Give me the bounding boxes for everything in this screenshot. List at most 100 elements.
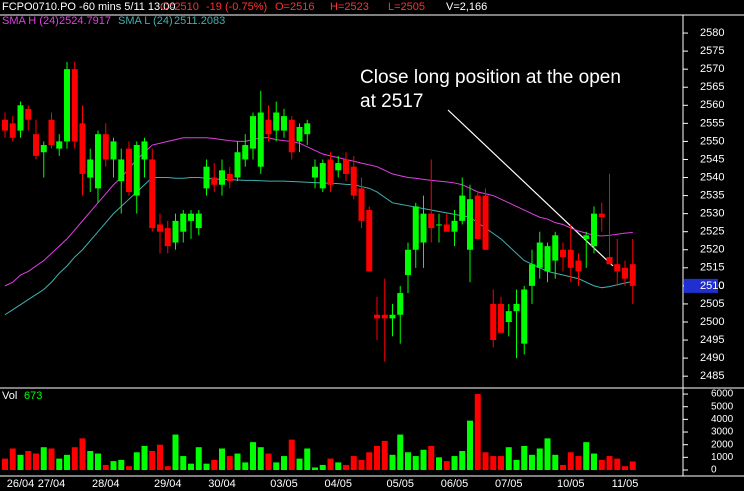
volume-bar xyxy=(544,438,551,470)
x-tick-label: 28/04 xyxy=(92,478,120,490)
volume-bar xyxy=(552,454,559,470)
x-tick-label: 27/04 xyxy=(38,478,66,490)
volume-bar xyxy=(451,456,458,470)
candle-body xyxy=(467,199,473,250)
candle-body xyxy=(521,289,528,344)
candle-body xyxy=(622,267,628,279)
volume-bar xyxy=(188,463,194,470)
y-tick-label: 2560 xyxy=(700,99,724,111)
volume-bar xyxy=(79,438,86,470)
x-tick-label: 10/05 xyxy=(557,478,585,490)
volume-bar xyxy=(2,458,8,470)
candle-body xyxy=(25,108,32,120)
volume-bar xyxy=(110,461,117,470)
candle-body xyxy=(459,195,466,221)
volume-bar xyxy=(467,420,473,470)
volume-bar xyxy=(149,451,156,470)
volume-bar xyxy=(513,459,520,470)
candle-body xyxy=(381,314,388,319)
candle-body xyxy=(56,141,63,149)
volume-bar xyxy=(490,456,497,470)
volume-bar xyxy=(195,447,202,470)
volume-bar xyxy=(482,452,489,470)
y-tick-label: 2520 xyxy=(700,244,724,256)
candle-body xyxy=(79,123,86,174)
y-tick-label: 2495 xyxy=(700,334,724,346)
volume-bar xyxy=(288,439,295,470)
volume-bar xyxy=(412,456,419,470)
candle-body xyxy=(219,170,225,185)
volume-bar xyxy=(529,454,535,470)
volume-bar xyxy=(358,459,365,470)
x-tick-label: 30/04 xyxy=(208,478,236,490)
volume-bar xyxy=(343,464,349,470)
volume-bar xyxy=(474,394,481,470)
y-tick-label: 2555 xyxy=(700,117,724,129)
volume-bar xyxy=(420,449,427,470)
annotation: at 2517 xyxy=(360,91,423,112)
quote: H=2523 xyxy=(330,1,369,13)
candle-body xyxy=(226,173,233,182)
candle-body xyxy=(281,116,287,131)
candle-body xyxy=(505,311,512,322)
candle-body xyxy=(195,213,202,229)
candle-body xyxy=(358,188,365,221)
candle-body xyxy=(48,119,55,146)
volume-bar xyxy=(335,462,342,470)
sma-line xyxy=(4,177,633,316)
volume-bar xyxy=(25,451,32,470)
y-tick-label: 2500 xyxy=(700,316,724,328)
x-tick-label: 04/05 xyxy=(324,478,352,490)
volume-bar xyxy=(273,462,280,470)
volume-bar xyxy=(141,445,148,470)
legend-value: 2511.2083 xyxy=(174,15,225,27)
candle-body xyxy=(629,264,636,286)
candle-body xyxy=(304,123,311,135)
volume-bar xyxy=(443,461,450,470)
x-tick-label: 11/05 xyxy=(612,478,639,490)
volume-bar xyxy=(405,452,411,470)
y-tick-label: 2535 xyxy=(700,189,724,201)
volume-bar xyxy=(536,448,543,470)
volume-bar xyxy=(9,448,16,470)
candle-body xyxy=(436,224,442,226)
volume-bar xyxy=(95,453,101,470)
volume-bar xyxy=(350,456,357,470)
candle-body xyxy=(529,264,535,286)
volume-bar xyxy=(591,453,597,470)
candle-body xyxy=(250,116,256,149)
volume-bar xyxy=(598,459,605,470)
volume-bar xyxy=(459,451,466,470)
candle-body xyxy=(552,235,559,261)
candle-body xyxy=(296,126,303,142)
candle-body xyxy=(513,303,520,312)
legend-value: 2524.7917 xyxy=(59,15,111,27)
candle-body xyxy=(157,224,163,232)
volume-bar xyxy=(327,458,334,470)
volume-bar xyxy=(505,447,512,470)
candle-body xyxy=(312,166,318,178)
quote: O=2516 xyxy=(275,1,314,13)
quote: C=2510 xyxy=(160,1,199,13)
volume-bar xyxy=(126,466,132,470)
volume-bar xyxy=(226,456,233,470)
volume-bar xyxy=(242,462,249,470)
candle-body xyxy=(567,249,574,268)
volume-bar xyxy=(312,467,318,470)
volume-bar xyxy=(389,454,396,470)
candle-body xyxy=(490,303,497,341)
candle-body xyxy=(87,159,94,178)
volume-bar xyxy=(304,448,311,470)
legend-name: SMA H (24) xyxy=(2,15,59,27)
y-tick-label: 2575 xyxy=(700,45,724,57)
volume-tick-label: 0 xyxy=(711,465,717,476)
y-tick-label: 2565 xyxy=(700,81,724,93)
volume-bar xyxy=(366,452,373,470)
volume-bar xyxy=(250,442,256,470)
candle-body xyxy=(234,152,241,178)
candle-body xyxy=(64,69,70,142)
volume-bar xyxy=(436,457,442,470)
candle-body xyxy=(536,242,543,268)
candle-body xyxy=(118,159,125,182)
y-tick-label: 2485 xyxy=(700,370,724,382)
